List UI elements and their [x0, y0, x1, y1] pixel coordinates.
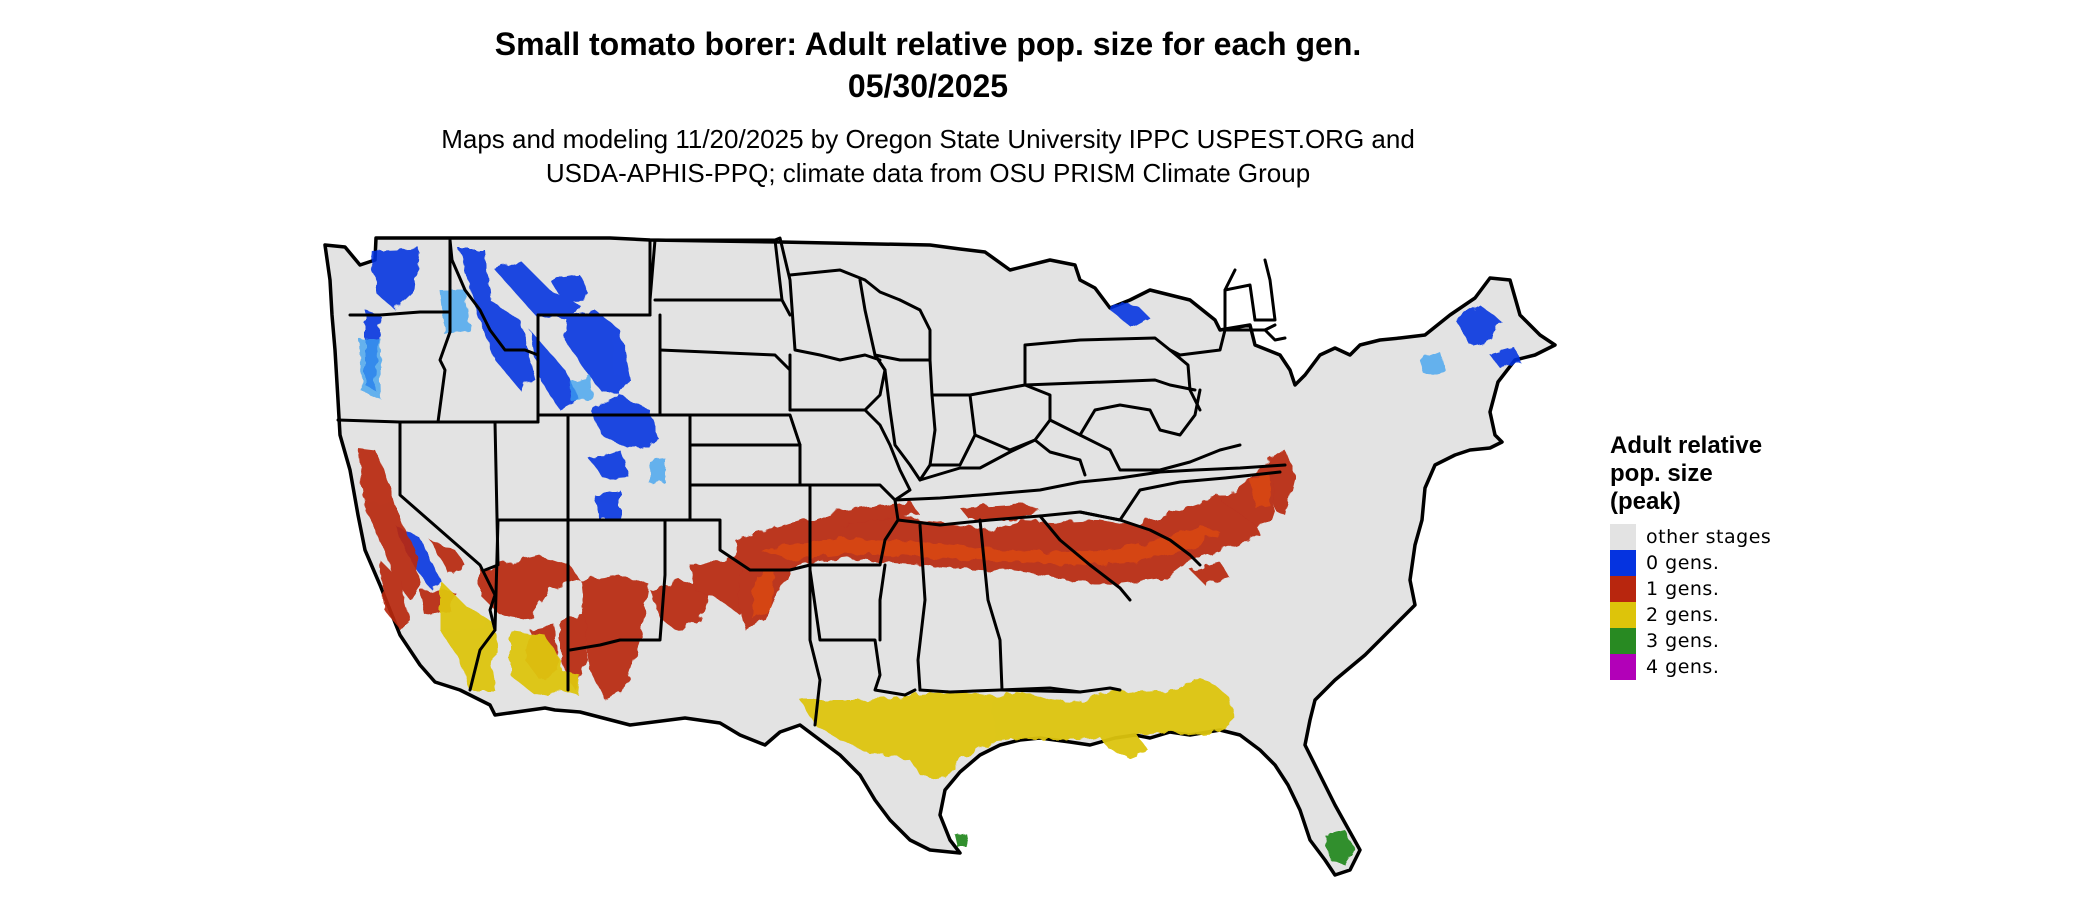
legend-swatch	[1610, 524, 1636, 550]
legend-title: Adult relative pop. size (peak)	[1610, 432, 1771, 516]
legend-item-3-gens: 3 gens.	[1610, 628, 1771, 654]
state-borders	[336, 236, 1287, 727]
legend-swatch	[1610, 576, 1636, 602]
legend-title-line-3: (peak)	[1610, 488, 1681, 515]
us-map	[323, 236, 1557, 877]
legend-swatch	[1610, 550, 1636, 576]
legend-title-line-1: Adult relative	[1610, 432, 1763, 459]
subtitle-line-1: Maps and modeling 11/20/2025 by Oregon S…	[441, 124, 1415, 154]
legend-item-1-gens: 1 gens.	[1610, 576, 1771, 602]
zone-2-gens	[440, 580, 1235, 780]
subtitle-line-2: USDA-APHIS-PPQ; climate data from OSU PR…	[545, 158, 1311, 188]
legend-label: other stages	[1646, 526, 1772, 548]
legend-label: 4 gens.	[1646, 656, 1720, 678]
zones-layer	[358, 248, 1520, 865]
legend-item-4-gens: 4 gens.	[1610, 654, 1771, 680]
title-date: 05/30/2025	[847, 68, 1009, 104]
legend-item-0-gens: 0 gens.	[1610, 550, 1771, 576]
legend-label: 2 gens.	[1646, 604, 1720, 626]
legend-item-other-stages: other stages	[1610, 524, 1771, 550]
legend-title-line-2: pop. size	[1610, 460, 1713, 487]
legend: Adult relative pop. size (peak) other st…	[1610, 432, 1771, 680]
legend-item-2-gens: 2 gens.	[1610, 602, 1771, 628]
legend-swatch	[1610, 628, 1636, 654]
legend-label: 1 gens.	[1646, 578, 1720, 600]
legend-swatch	[1610, 654, 1636, 680]
legend-label: 3 gens.	[1646, 630, 1720, 652]
zone-3-gens	[955, 830, 1355, 865]
legend-label: 0 gens.	[1646, 552, 1720, 574]
legend-swatch	[1610, 602, 1636, 628]
title-line-1: Small tomato borer: Adult relative pop. …	[494, 26, 1362, 62]
